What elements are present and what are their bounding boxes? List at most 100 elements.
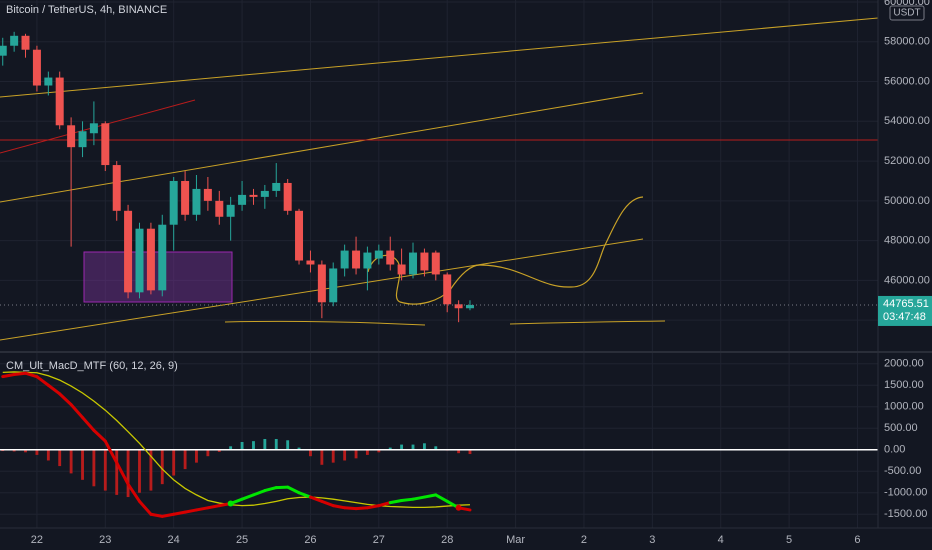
histogram-bar <box>297 447 301 450</box>
y-tick-label: 58000.00 <box>884 36 930 48</box>
macd-segment <box>172 510 187 516</box>
macd-segment <box>229 497 244 505</box>
histogram-bar <box>309 449 312 457</box>
candle-body <box>352 250 361 269</box>
x-tick-label: 27 <box>373 534 385 546</box>
histogram-bar <box>58 449 62 467</box>
y-tick-label: 56000.00 <box>884 75 930 87</box>
candle-body <box>112 165 121 211</box>
candle-body <box>181 180 190 215</box>
macd-segment <box>58 392 73 407</box>
histogram-bar <box>35 449 39 455</box>
macd-segment <box>400 497 415 502</box>
y-tick-label: -1000.00 <box>884 487 927 499</box>
macd-segment <box>411 495 426 501</box>
macd-segment <box>103 439 119 465</box>
candle-body <box>55 77 64 126</box>
macd-segment <box>35 375 50 387</box>
candle-body <box>409 252 418 275</box>
candle-body <box>329 268 338 303</box>
x-tick-label: 3 <box>649 534 655 546</box>
x-tick-label: 25 <box>236 534 248 546</box>
histogram-bar <box>81 449 84 480</box>
x-tick-label: 6 <box>854 534 860 546</box>
candle-body <box>67 125 76 148</box>
candle-body <box>374 250 383 259</box>
candle-body <box>238 194 247 205</box>
macd-segment <box>434 493 449 503</box>
candle-body <box>397 264 406 275</box>
histogram-bar <box>183 449 187 470</box>
y-tick-label: 48000.00 <box>884 235 930 247</box>
candle-body <box>21 35 30 50</box>
candle-body <box>78 131 87 148</box>
y-tick-label: 0.00 <box>884 444 905 456</box>
histogram-bar <box>320 449 324 465</box>
macd-segment <box>388 498 404 505</box>
macd-segment <box>137 499 153 516</box>
macd-segment <box>24 371 39 379</box>
histogram-bar <box>138 449 141 493</box>
brush-line <box>224 320 426 326</box>
macd-segment <box>343 506 358 511</box>
histogram-bar <box>434 446 438 450</box>
x-tick-label: 24 <box>168 534 180 546</box>
indicator-title: CM_Ult_MacD_MTF (60, 12, 26, 9) <box>6 360 178 372</box>
macd-segment <box>320 499 335 508</box>
histogram-bar <box>103 449 107 491</box>
histogram-bar <box>400 444 404 450</box>
histogram-bar <box>69 449 73 474</box>
histogram-bar <box>12 449 16 452</box>
macd-segment <box>308 495 324 503</box>
candle-body <box>226 204 235 217</box>
macd-segment <box>81 415 96 432</box>
histogram-bar <box>263 438 267 450</box>
y-tick-label: 54000.00 <box>884 115 930 127</box>
x-tick-label: 26 <box>304 534 316 546</box>
trend-line <box>0 17 879 98</box>
y-tick-label: -1500.00 <box>884 508 927 520</box>
y-tick-label: 500.00 <box>884 422 918 434</box>
macd-segment <box>377 501 392 508</box>
candle-body <box>431 252 440 275</box>
histogram-bar <box>24 449 27 453</box>
macd-segment <box>194 506 210 512</box>
y-tick-label: 60000.00 <box>884 0 930 8</box>
histogram-bar <box>149 449 153 491</box>
histogram-bar <box>286 440 290 450</box>
candle-body <box>465 304 474 309</box>
macd-segment <box>183 508 198 514</box>
histogram-bar <box>252 441 255 450</box>
macd-segment <box>354 506 369 511</box>
histogram-bar <box>46 449 50 461</box>
histogram-bar <box>274 438 278 450</box>
x-tick-label: 5 <box>786 534 792 546</box>
candle-body <box>260 190 269 197</box>
histogram-bar <box>377 449 381 453</box>
currency-label[interactable]: USDT <box>893 8 920 19</box>
candle-body <box>283 182 292 211</box>
macd-segment <box>12 371 28 376</box>
histogram-bar <box>115 449 119 495</box>
signal-line <box>2 371 471 509</box>
chart-title: Bitcoin / TetherUS, 4h, BINANCE <box>6 4 167 16</box>
macd-segment <box>263 486 278 493</box>
histogram-bar <box>457 449 461 454</box>
candle-body <box>454 304 463 309</box>
macd-segment <box>331 504 347 510</box>
macd-segment <box>457 506 472 512</box>
candle-body <box>44 77 53 86</box>
histogram-bar <box>354 449 358 459</box>
brush-line <box>509 320 666 325</box>
last-price-box <box>878 295 932 326</box>
candle-body <box>146 228 155 291</box>
candle-body <box>203 188 212 201</box>
last-price-label: 44765.51 <box>883 298 929 310</box>
currency-badge[interactable] <box>889 5 925 21</box>
candle-body <box>124 210 133 293</box>
candle-body <box>386 250 395 265</box>
histogram-bar <box>423 443 426 450</box>
candle-body <box>272 182 281 191</box>
histogram-bar <box>92 449 96 487</box>
macd-segment <box>297 491 312 499</box>
